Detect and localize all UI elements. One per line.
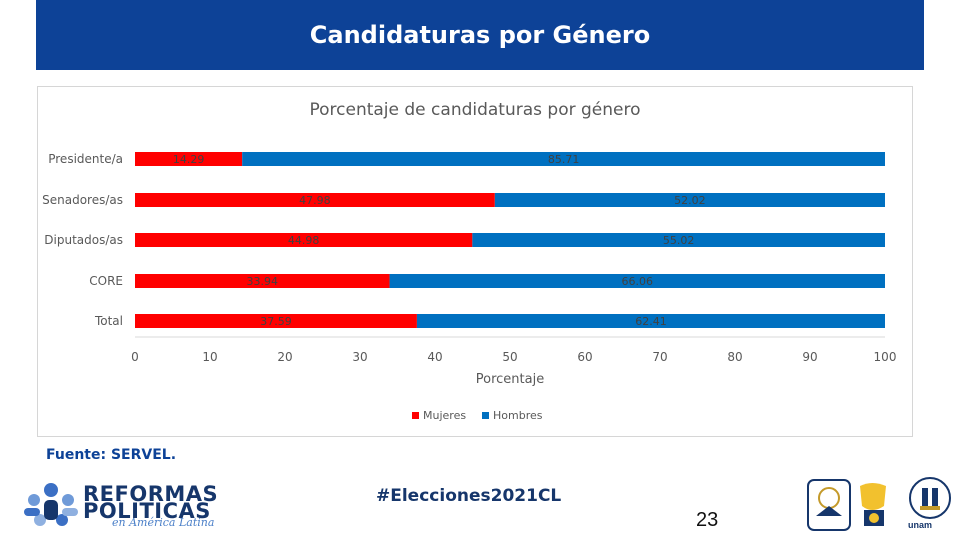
bar-mujeres-3 xyxy=(135,274,390,288)
bar-hombres-4 xyxy=(416,314,885,328)
data-label: 33.94 xyxy=(247,275,279,288)
bar-hombres-1 xyxy=(494,193,885,207)
category-label: CORE xyxy=(89,274,123,288)
legend-label-mujeres: Mujeres xyxy=(423,409,466,422)
legend-label-hombres: Hombres xyxy=(493,409,543,422)
bar-mujeres-2 xyxy=(135,233,473,247)
x-tick-label: 70 xyxy=(652,350,667,364)
x-tick-label: 90 xyxy=(802,350,817,364)
category-label: Senadores/as xyxy=(42,193,123,207)
x-tick-label: 20 xyxy=(277,350,292,364)
stacked-bar-chart: Porcentaje de candidaturas por género Pre… xyxy=(42,100,897,422)
x-tick-label: 40 xyxy=(427,350,442,364)
slide-header: Candidaturas por Género xyxy=(36,0,924,70)
data-label: 44.98 xyxy=(288,234,320,247)
data-label: 66.06 xyxy=(622,275,654,288)
x-tick-label: 10 xyxy=(202,350,217,364)
data-label: 52.02 xyxy=(674,194,706,207)
x-tick-label: 60 xyxy=(577,350,592,364)
data-label: 85.71 xyxy=(548,153,580,166)
logo-text-politicas: POLITICAS xyxy=(83,499,211,523)
legend-swatch-mujeres xyxy=(412,412,419,419)
logo-text-reformas: REFORMAS xyxy=(83,482,219,506)
x-tick-label: 30 xyxy=(352,350,367,364)
page-number: 23 xyxy=(696,509,719,531)
data-label: 47.98 xyxy=(299,194,331,207)
bar-mujeres-1 xyxy=(135,193,495,207)
x-tick-label: 80 xyxy=(727,350,742,364)
bar-hombres-3 xyxy=(389,274,885,288)
bar-hombres-2 xyxy=(472,233,885,247)
data-label: 37.59 xyxy=(260,315,292,328)
data-label: 55.02 xyxy=(663,234,695,247)
x-tick-label: 0 xyxy=(131,350,139,364)
source-note: Fuente: SERVEL. xyxy=(46,447,177,463)
people-network-icon xyxy=(24,483,78,526)
legend-swatch-hombres xyxy=(482,412,489,419)
chart-title: Porcentaje de candidaturas por género xyxy=(309,100,640,120)
bar-mujeres-4 xyxy=(135,314,417,328)
x-tick-label: 50 xyxy=(502,350,517,364)
x-axis-title: Porcentaje xyxy=(476,372,544,387)
category-label: Presidente/a xyxy=(48,152,123,166)
category-label: Diputados/as xyxy=(44,233,123,247)
hashtag: #Elecciones2021CL xyxy=(376,486,562,506)
data-label: 14.29 xyxy=(173,153,205,166)
chart-container: Porcentaje de candidaturas por género Pre… xyxy=(37,86,913,437)
bar-hombres-0 xyxy=(242,152,886,166)
university-seals-icon xyxy=(807,477,951,531)
slide-title: Candidaturas por Género xyxy=(309,21,651,49)
x-tick-label: 100 xyxy=(874,350,897,364)
bar-mujeres-0 xyxy=(135,152,243,166)
logo-tagline: en América Latina xyxy=(112,516,215,529)
institution-logos: unam xyxy=(806,476,954,534)
data-label: 62.41 xyxy=(635,315,667,328)
category-label: Total xyxy=(94,314,123,328)
reformas-politicas-logo: REFORMAS POLITICAS en América Latina xyxy=(20,478,220,534)
unam-label: unam xyxy=(908,520,933,530)
